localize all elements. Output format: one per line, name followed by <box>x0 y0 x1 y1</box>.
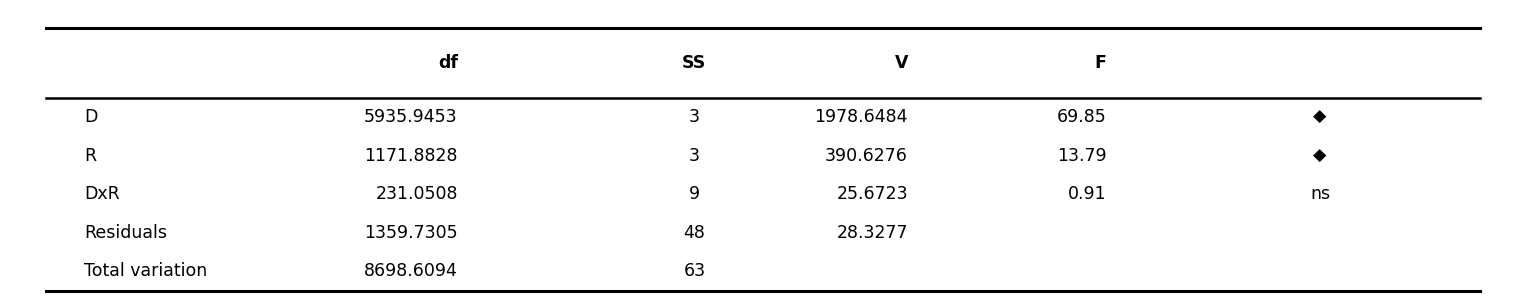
Text: Total variation: Total variation <box>84 263 208 280</box>
Text: ◆: ◆ <box>1314 108 1326 126</box>
Text: 8698.6094: 8698.6094 <box>363 263 458 280</box>
Text: 231.0508: 231.0508 <box>375 185 458 203</box>
Text: 390.6276: 390.6276 <box>826 147 908 165</box>
Text: 13.79: 13.79 <box>1056 147 1106 165</box>
Text: 3: 3 <box>688 108 700 126</box>
Text: df: df <box>438 54 458 72</box>
Text: Residuals: Residuals <box>84 224 166 242</box>
Text: 5935.9453: 5935.9453 <box>365 108 458 126</box>
Text: 69.85: 69.85 <box>1056 108 1106 126</box>
Text: 1978.6484: 1978.6484 <box>815 108 908 126</box>
Text: 63: 63 <box>684 263 705 280</box>
Text: 28.3277: 28.3277 <box>836 224 908 242</box>
Text: 1171.8828: 1171.8828 <box>365 147 458 165</box>
Text: 3: 3 <box>688 147 700 165</box>
Text: 0.91: 0.91 <box>1068 185 1106 203</box>
Text: SS: SS <box>682 54 707 72</box>
Text: ns: ns <box>1309 185 1331 203</box>
Text: V: V <box>894 54 908 72</box>
Text: R: R <box>84 147 96 165</box>
Text: F: F <box>1094 54 1106 72</box>
Text: 1359.7305: 1359.7305 <box>365 224 458 242</box>
Text: 9: 9 <box>688 185 700 203</box>
Text: D: D <box>84 108 98 126</box>
Text: 48: 48 <box>684 224 705 242</box>
Text: DxR: DxR <box>84 185 119 203</box>
Text: ◆: ◆ <box>1314 147 1326 165</box>
Text: 25.6723: 25.6723 <box>836 185 908 203</box>
